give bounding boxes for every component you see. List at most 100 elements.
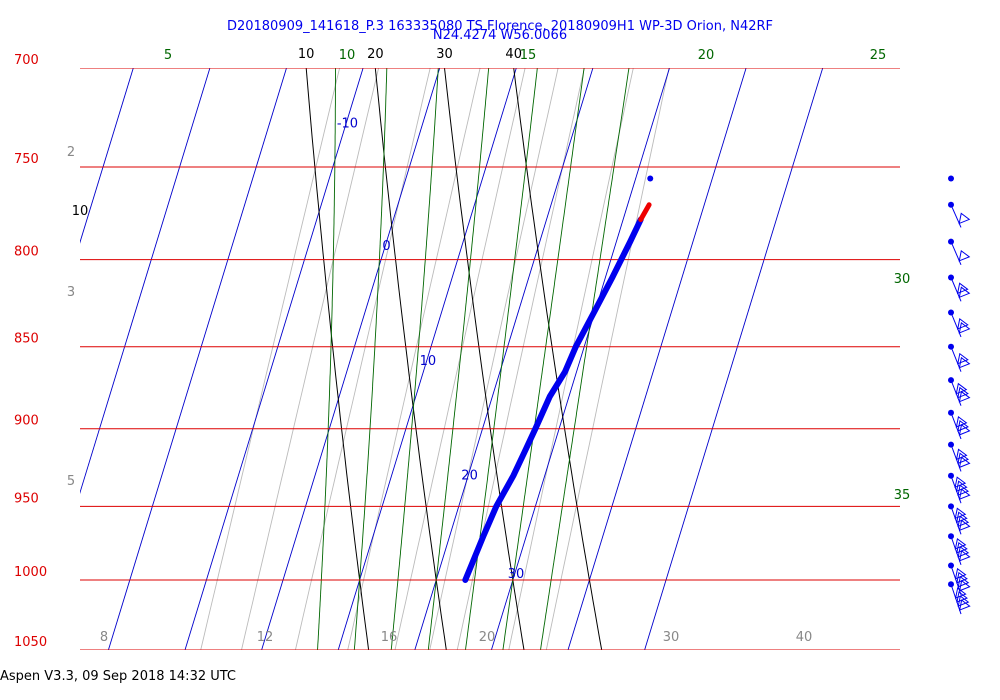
wind-barb [948,175,954,182]
pressure-label: 800 [14,245,39,260]
dry-adiabat-line [374,68,447,650]
moist-adiabat-line [502,68,585,650]
mixing-ratio-label: 20 [479,630,496,645]
wind-barb [948,533,971,566]
wind-barb [948,377,971,406]
mixing-ratio-line [545,68,670,650]
wind-barb-flag [954,476,967,489]
moist-adiabat-label: 10 [339,48,356,63]
top-point-marker [647,175,654,182]
dry-adiabat-line [444,68,525,650]
chart-subtitle: N24.4274 W56.0066 [433,28,567,43]
dry-adiabat-line [305,68,370,650]
mixing-ratio-line [294,68,431,650]
wind-barb [948,343,971,372]
wind-barb-flag [957,352,969,365]
moist-adiabat-label: 5 [164,48,172,63]
isotherm-label: -10 [337,116,358,131]
mixing-ratio-line [429,68,559,650]
isotherm-line [107,68,287,650]
isotherm-line [414,68,594,650]
wind-barb-flag [955,382,968,395]
mixing-ratio-line [456,68,585,650]
dewpoint-trace [638,202,652,223]
wind-barb [948,409,971,440]
isotherm-label: 10 [420,354,437,369]
moist-adiabat-label: 25 [870,48,887,63]
wind-barb-flag [954,537,967,550]
wind-barb [948,201,971,228]
moist-adiabat-label: 20 [698,48,715,63]
moist-adiabat-line [353,68,388,650]
isotherm-line [644,68,824,650]
wind-barb-flag [957,318,969,330]
isotherm-label: 0 [382,239,390,254]
moist-adiabat-line [317,68,336,650]
moist-adiabat-line [427,68,490,650]
dry-adiabat-label: 20 [367,47,384,62]
wind-barb-staff [950,204,962,228]
moist-adiabat-line [390,68,439,650]
temperature-trace [462,216,644,583]
chart-labels: 700 750 800 850 900 950 1000 1050 -10 0 10 20 30 10 20… [14,47,910,650]
mixing-ratio-label: 30 [663,630,680,645]
mixing-ratio-label: 8 [100,630,108,645]
wind-barb-staff [950,241,962,266]
moist-adiabat-label: 30 [894,272,911,287]
mixing-ratio-label: 16 [381,630,398,645]
pressure-label: 950 [14,491,39,506]
pressure-label: 1000 [14,565,47,580]
isotherm-label: 30 [508,567,525,582]
wind-barb [948,503,971,535]
wind-barb-flag [955,416,968,428]
wind-barb [948,274,971,302]
pressure-label: 900 [14,414,39,429]
pressure-label: 700 [14,53,39,68]
moist-adiabat-line [540,68,630,650]
wind-barb [948,562,971,595]
mixing-ratio-label: 3 [67,285,75,300]
moist-adiabat-label: 15 [520,48,537,63]
wind-barb-flag [954,587,967,599]
pressure-label: 750 [14,152,39,167]
pressure-label: 850 [14,332,39,347]
dry-adiabat-label: 40 [505,47,522,62]
mixing-ratio-label: 12 [257,630,274,645]
wind-barb-flag [958,212,971,225]
pressure-label: 1050 [14,635,47,650]
wind-barb-flag [958,249,971,262]
footer-version: Aspen V3.3, 09 Sep 2018 14:32 UTC [0,669,237,684]
wind-barb-dot [948,175,954,182]
mixing-ratio-line [347,68,481,650]
wind-barb-staff [950,584,962,615]
isotherm-line [567,68,747,650]
wind-barbs [948,175,971,615]
moist-adiabat-line [465,68,538,650]
moist-adiabat-label: 35 [894,488,911,503]
mixing-ratio-line [200,68,341,650]
wind-barb [948,238,971,266]
isotherm-line [80,68,134,244]
isotherm-line [80,68,211,495]
mixing-ratio-line [241,68,380,650]
chart-title: D20180909_141618_P.3 163335080 TS Floren… [227,19,773,34]
wind-barb-flag [954,567,967,580]
sounding-traces [462,175,654,583]
chart-grid [80,68,900,650]
wind-barb [948,581,971,615]
wind-barb [948,441,971,472]
isotherm-line [261,68,441,650]
wind-barb-flag [956,282,969,295]
dry-adiabat-label: 10 [72,204,89,219]
wind-barb [948,309,971,338]
wind-barb-flag [954,507,967,520]
dry-adiabat-label: 10 [298,47,315,62]
wind-barb [948,472,971,504]
mixing-ratio-line [508,68,634,650]
isotherm-label: 20 [461,468,478,483]
isotherm-line [184,68,364,650]
isotherm-line [490,68,670,650]
mixing-ratio-line [394,68,526,650]
mixing-ratio-label: 40 [796,630,813,645]
